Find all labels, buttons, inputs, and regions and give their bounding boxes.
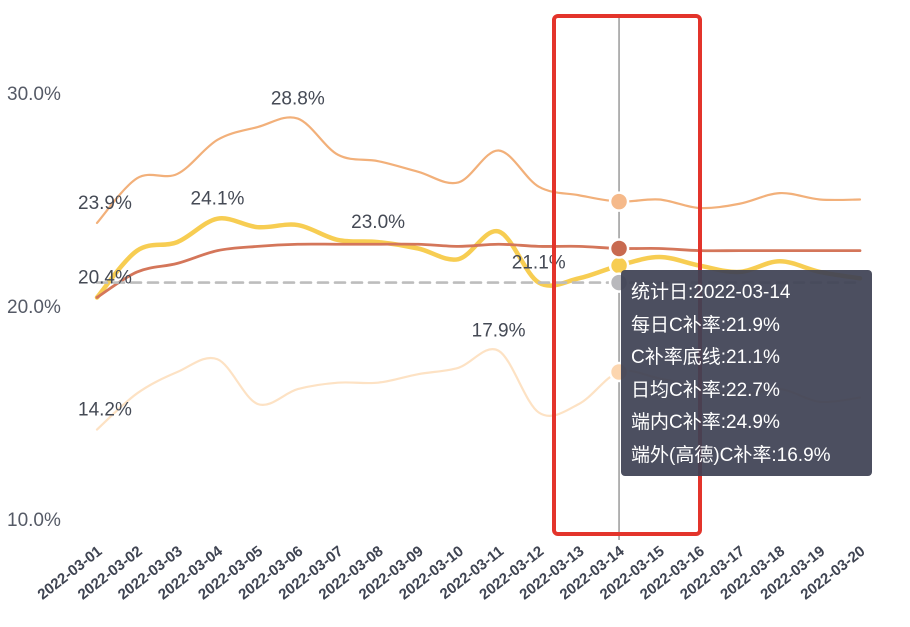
tooltip-baseline: C补率底线:21.1% [631,347,780,368]
tooltip-outer-low: 端外(高德)C补率:16.9% [631,444,831,466]
tooltip-avg: 日均C补率:22.7% [631,379,780,401]
data-label: 23.9% [78,193,132,214]
series-line-avg [95,242,862,299]
data-label: 23.0% [351,212,405,233]
data-label: 17.9% [472,321,526,342]
y-tick-label: 30.0% [7,84,61,105]
tooltip-outer-high: 端内C补率:24.9% [631,412,780,433]
tooltip-daily: 每日C补率:21.9% [631,314,780,336]
y-tick-label: 20.0% [7,297,61,318]
data-label: 28.8% [271,89,325,110]
hover-point-outer_high [608,191,630,212]
tooltip: 统计日:2022-03-14 每日C补率:21.9% C补率底线:21.1% 日… [621,270,872,476]
hover-point-avg [608,238,630,259]
data-label: 14.2% [78,400,132,421]
tooltip-date: 统计日:2022-03-14 [631,282,791,303]
data-label: 20.4% [78,267,132,288]
data-label: 24.1% [191,189,245,210]
series-line-outer_high [95,116,862,225]
y-tick-label: 10.0% [7,510,61,531]
